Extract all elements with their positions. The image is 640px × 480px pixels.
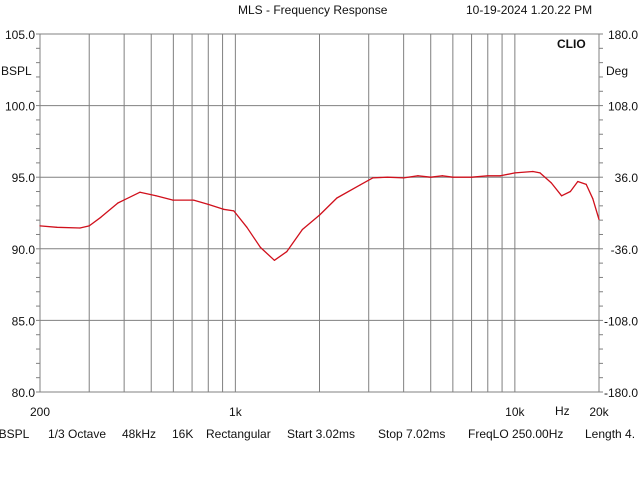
data-point (117, 202, 119, 204)
data-point (386, 176, 389, 178)
data-point (259, 246, 261, 248)
data-point (301, 228, 303, 231)
data-point (577, 180, 579, 183)
status-item: lBSPL (0, 427, 30, 441)
y-tick-label: 105.0 (5, 28, 35, 42)
data-point (39, 225, 41, 227)
data-point (233, 210, 235, 212)
data-point (286, 251, 288, 253)
data-point (79, 227, 81, 229)
right-axis-unit: Deg (606, 64, 629, 78)
y2-tick-label: -108.0 (604, 314, 638, 328)
status-item: Length 4. (585, 427, 636, 441)
data-point (207, 203, 209, 206)
data-point (499, 175, 502, 177)
data-point (514, 172, 516, 174)
data-point (56, 226, 58, 228)
data-point (441, 175, 443, 177)
status-item: Stop 7.02ms (378, 427, 446, 441)
y2-tick-label: 108.0 (608, 100, 638, 114)
status-item: FreqLO 250.00Hz (468, 427, 564, 441)
y2-tick-label: -180.0 (604, 386, 638, 400)
timestamp: 10-19-2024 1.20.22 PM (466, 3, 593, 17)
data-point (592, 198, 594, 200)
data-point (359, 184, 361, 186)
data-point (417, 175, 419, 177)
x-tick-label: 10k (505, 405, 525, 419)
y2-tick-label: -36.0 (611, 243, 639, 257)
x-tick-label: 200 (30, 405, 50, 419)
y-tick-label: 95.0 (12, 171, 36, 185)
y-tick-label: 90.0 (12, 243, 36, 257)
clio-brand: CLIO (557, 37, 586, 51)
status-item: 1/3 Octave (48, 427, 107, 441)
y-tick-label: 80.0 (12, 386, 36, 400)
data-point (430, 176, 432, 178)
status-item: Rectangular (206, 427, 271, 441)
data-point (403, 177, 405, 179)
status-item: Start 3.02ms (287, 427, 356, 441)
data-point (539, 172, 541, 174)
y-tick-label: 85.0 (12, 314, 36, 328)
data-point (598, 218, 600, 221)
data-point (193, 199, 195, 201)
data-point (273, 259, 275, 261)
left-axis-unit: BSPL (1, 64, 32, 78)
data-point (550, 182, 552, 184)
data-point (561, 195, 563, 197)
status-item: 16K (172, 427, 194, 441)
data-point (585, 183, 587, 185)
data-point (88, 225, 90, 227)
y2-tick-label: 180.0 (608, 28, 638, 42)
plot-frame (39, 33, 600, 393)
status-item: 48kHz (122, 427, 157, 441)
data-point (452, 176, 454, 178)
data-point (318, 214, 321, 216)
x-axis-unit: Hz (555, 404, 570, 418)
data-point (139, 191, 141, 193)
data-point (100, 216, 102, 218)
data-point (372, 177, 374, 179)
data-point (155, 195, 157, 197)
data-point (222, 208, 225, 210)
data-point (532, 170, 534, 173)
chart-title: MLS - Frequency Response (238, 3, 388, 17)
data-point (569, 190, 571, 193)
data-point (336, 197, 338, 199)
data-point (246, 226, 248, 228)
x-tick-label: 20k (589, 405, 609, 419)
x-tick-label: 1k (229, 405, 243, 419)
data-point (172, 199, 174, 201)
data-point (487, 175, 489, 177)
y2-tick-label: 36.0 (615, 171, 639, 185)
y-tick-label: 100.0 (5, 100, 35, 114)
data-point (470, 176, 473, 178)
